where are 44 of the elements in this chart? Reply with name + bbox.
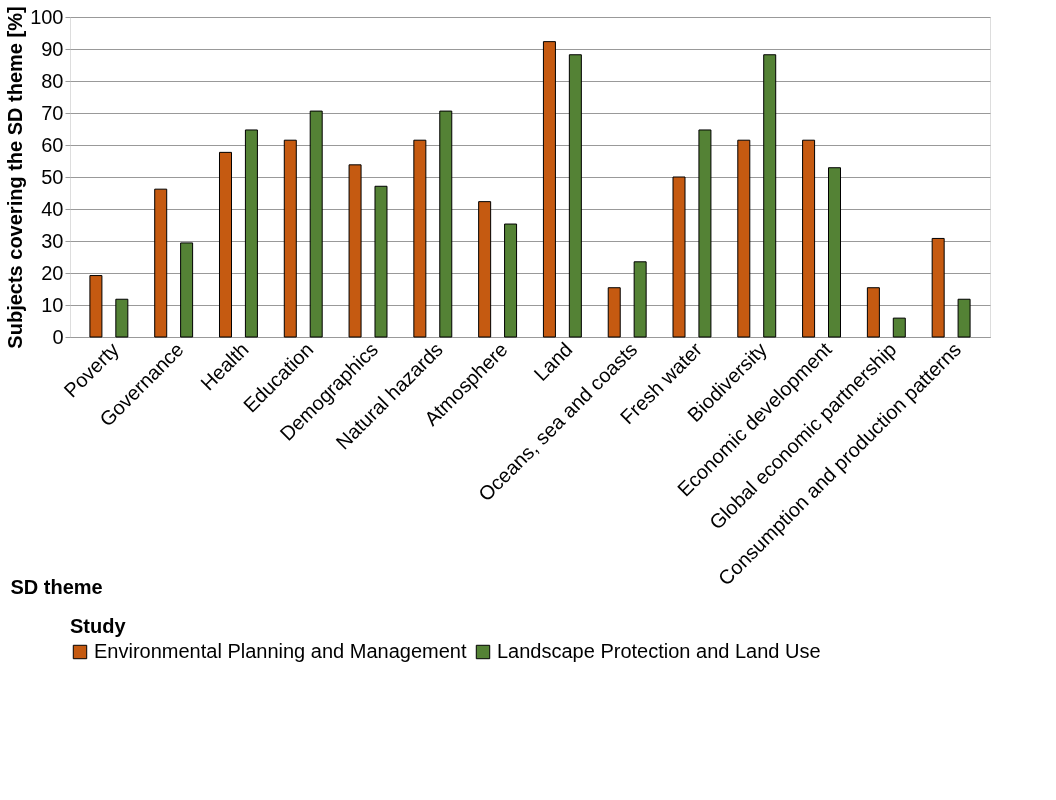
bar bbox=[892, 317, 906, 338]
y-tick-label: 90 bbox=[41, 37, 64, 60]
legend-title: Study bbox=[70, 615, 127, 637]
bar bbox=[957, 298, 971, 338]
bar bbox=[180, 242, 194, 338]
y-tick-label: 50 bbox=[41, 165, 64, 188]
y-tick-label: 20 bbox=[41, 261, 64, 284]
bar bbox=[504, 223, 518, 338]
y-tick-label: 80 bbox=[41, 69, 64, 92]
bar bbox=[478, 201, 492, 338]
bar bbox=[115, 298, 129, 338]
bar bbox=[607, 287, 621, 338]
bar bbox=[218, 151, 232, 338]
bar bbox=[244, 129, 258, 338]
y-tick-label: 10 bbox=[41, 293, 64, 316]
bar bbox=[828, 167, 842, 338]
bar bbox=[737, 139, 751, 338]
y-axis-title: Subjects covering the SD theme [%] bbox=[4, 6, 27, 349]
bar bbox=[309, 110, 323, 338]
legend-label: Landscape Protection and Land Use bbox=[497, 640, 821, 662]
bar bbox=[802, 139, 816, 338]
bar bbox=[374, 185, 388, 338]
y-tick-label: 0 bbox=[52, 325, 64, 348]
bar bbox=[283, 139, 297, 338]
bar bbox=[633, 261, 647, 338]
y-tick-label: 60 bbox=[41, 133, 64, 156]
bar bbox=[763, 54, 777, 338]
bar bbox=[348, 164, 362, 338]
legend-label: Environmental Planning and Management bbox=[94, 640, 467, 662]
bar bbox=[89, 275, 103, 338]
bar bbox=[542, 41, 556, 338]
bar bbox=[154, 188, 168, 338]
x-axis-title: SD theme bbox=[10, 575, 103, 598]
y-tick-label: 40 bbox=[41, 197, 64, 220]
bar bbox=[439, 110, 453, 338]
bar bbox=[698, 129, 712, 338]
y-tick-label: 70 bbox=[41, 101, 64, 124]
y-tick-label: 100 bbox=[30, 5, 64, 28]
bar bbox=[672, 176, 686, 338]
bar bbox=[931, 237, 945, 338]
y-tick-label: 30 bbox=[41, 229, 64, 252]
bar bbox=[866, 287, 880, 338]
bar bbox=[568, 54, 582, 338]
bar bbox=[413, 139, 427, 338]
